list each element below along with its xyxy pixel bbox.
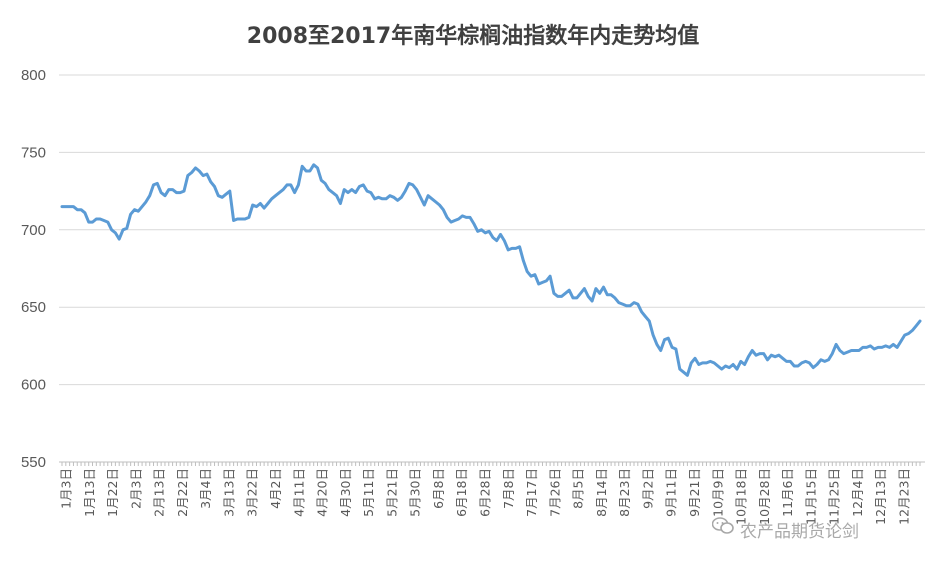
chart-title: 2008至2017年南华棕榈油指数年内走势均值 [246,24,700,49]
x-tick-label: 6月18日 [454,468,469,517]
x-tick-label: 6月8日 [431,468,446,509]
gridlines [59,74,925,463]
wechat-icon [712,517,734,540]
watermark-text: 农产品期货论剑 [740,522,859,542]
x-tick-label: 8月5日 [571,468,586,509]
x-tick-label: 8月23日 [617,468,632,517]
y-axis: 550 600 650 700 750 800 [21,67,46,471]
y-tick-label: 800 [21,67,46,84]
x-tick-label: 12月23日 [897,468,912,525]
x-tick-label: 10月18日 [734,468,749,525]
series-layer [60,163,922,377]
y-tick-label: 650 [21,299,46,316]
x-tick-label: 4月20日 [315,468,330,517]
x-tick-label: 2月22日 [175,468,190,517]
y-tick-label: 550 [21,454,46,471]
y-tick-label: 600 [21,377,46,394]
x-tick-label: 12月4日 [850,468,865,517]
x-tick-label: 11月25日 [827,468,842,525]
x-tick-label: 7月17日 [524,468,539,517]
x-tick-label: 8月14日 [594,468,609,517]
watermark: 农产品期货论剑 [712,517,859,542]
x-tick-label: 3月13日 [221,468,236,517]
x-tick-label: 2月3日 [128,468,143,509]
x-tick-label: 7月8日 [501,468,516,509]
x-tick-label: 3月4日 [198,468,213,509]
series-line [60,163,922,377]
x-tick-label: 1月22日 [105,468,120,517]
x-tick-label: 4月2日 [268,468,283,509]
x-tick-label: 11月6日 [780,468,795,517]
x-tick-label: 7月26日 [547,468,562,517]
x-tick-label: 12月13日 [873,468,888,525]
x-tick-label: 5月11日 [361,468,376,517]
x-tick-label: 11月15日 [803,468,818,525]
x-tick-label: 1月3日 [59,468,74,509]
y-tick-label: 700 [21,222,46,239]
x-tick-label: 9月21日 [687,468,702,517]
x-tick-label: 9月11日 [664,468,679,517]
x-tick-label: 6月28日 [478,468,493,517]
x-axis: 1月3日 1月13日 1月22日 2月3日 2月13日 2月22日 3月4日 3月13日 3月2… [59,462,921,525]
x-tick-label: 10月9日 [710,468,725,517]
x-tick-label: 5月30日 [408,468,423,517]
x-tick-label: 3月22日 [245,468,260,517]
y-tick-label: 750 [21,144,46,161]
x-tick-label: 1月13日 [82,468,97,517]
x-tick-label: 2月13日 [152,468,167,517]
x-tick-label: 9月2日 [640,468,655,509]
x-tick-label: 5月21日 [384,468,399,517]
x-tick-label: 4月30日 [338,468,353,517]
x-tick-label: 10月28日 [757,468,772,525]
x-tick-label: 4月11日 [291,468,306,517]
